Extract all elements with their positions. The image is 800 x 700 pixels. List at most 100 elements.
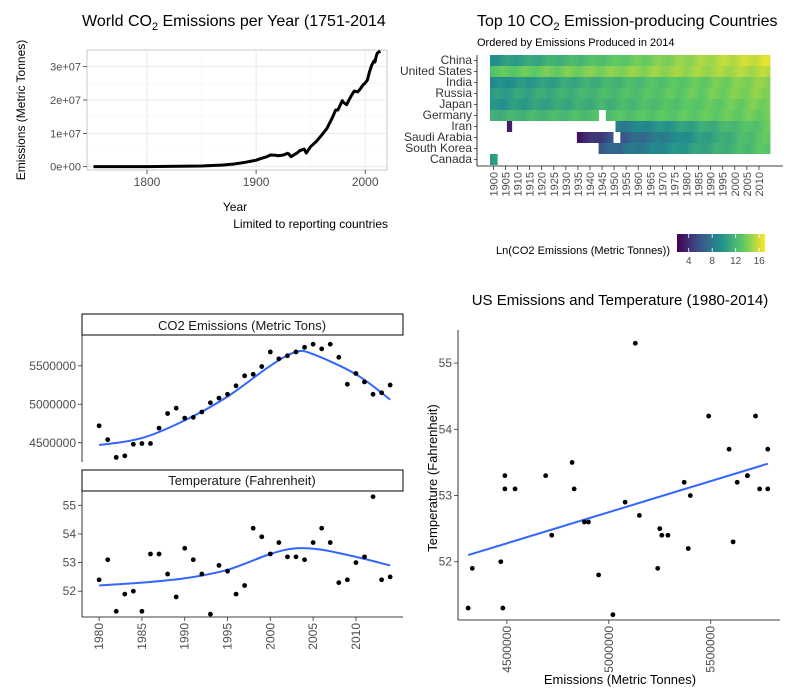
heatmap-cell xyxy=(605,143,609,154)
heatmap-cell xyxy=(750,66,754,77)
heatmap-cell xyxy=(576,110,580,121)
heatmap-cell xyxy=(755,99,759,110)
heatmap-cell xyxy=(617,110,621,121)
heatmap-cell xyxy=(490,99,493,110)
heatmap-cell xyxy=(557,88,561,99)
heatmap-cell xyxy=(598,55,602,66)
us-data-point xyxy=(543,473,549,479)
heatmap-cell xyxy=(695,143,698,154)
heatmap-cell xyxy=(726,88,730,99)
heatmap-cell xyxy=(642,110,645,121)
heatmap-cell xyxy=(591,132,595,143)
heatmap-cell xyxy=(632,66,636,77)
heatmap-cell xyxy=(610,77,614,88)
heatmap-cell xyxy=(593,110,597,121)
heatmap-cell xyxy=(567,55,571,66)
heatmap-cell xyxy=(767,88,771,99)
heatmap-cell xyxy=(704,88,708,99)
heatmap-cell xyxy=(687,110,691,121)
heatmap-cell xyxy=(733,143,737,154)
heatmap-cell xyxy=(716,55,720,66)
heatmap-cell xyxy=(695,66,698,77)
heatmap-cell xyxy=(716,143,720,154)
heatmap-cell xyxy=(741,132,744,143)
heatmap-cell xyxy=(509,110,513,121)
heatmap-cell xyxy=(550,55,554,66)
us-data-point xyxy=(687,493,693,498)
heatmap-cell xyxy=(690,110,694,121)
facet-data-point xyxy=(310,341,316,347)
heatmap-year-tick-label: 1940 xyxy=(585,172,597,196)
heatmap-year-tick-label: 1915 xyxy=(525,172,537,196)
heatmap-cell xyxy=(521,110,525,121)
facet-strip-temp xyxy=(81,469,404,492)
facet-data-point xyxy=(96,423,102,429)
heatmap-cell xyxy=(521,99,525,110)
heatmap-cell xyxy=(748,88,752,99)
heatmap-cell xyxy=(564,99,568,110)
heatmap-cell xyxy=(671,55,674,66)
heatmap-cell xyxy=(721,132,725,143)
world-emissions-chart: World CO2 Emissions per Year (1751-2014 … xyxy=(14,13,388,231)
heatmap-cell xyxy=(663,110,667,121)
heatmap-cell xyxy=(767,110,771,121)
heatmap-country-label: Canada xyxy=(430,152,472,166)
heatmap-cell xyxy=(683,77,686,88)
heatmap-cell xyxy=(704,55,708,66)
heatmap-cell xyxy=(644,132,648,143)
heatmap-cell xyxy=(697,143,701,154)
heatmap-cell xyxy=(728,66,732,77)
heatmap-cell xyxy=(622,121,626,132)
heatmap-cell xyxy=(617,77,621,88)
heatmap-cell xyxy=(692,132,696,143)
heatmap-cell xyxy=(591,77,595,88)
us-y-tick-label: 52 xyxy=(439,555,453,569)
heatmap-cell xyxy=(702,66,706,77)
heatmap-cell xyxy=(719,88,723,99)
heatmap-cell xyxy=(738,132,742,143)
heatmap-cell xyxy=(743,88,747,99)
facet-data-point xyxy=(190,557,196,563)
heatmap-cell xyxy=(658,55,662,66)
heatmap-cell xyxy=(637,121,641,132)
facet-data-point xyxy=(156,425,162,431)
heatmap-cell xyxy=(668,110,672,121)
heatmap-cell xyxy=(673,143,677,154)
heatmap-cell xyxy=(707,66,711,77)
heatmap-cell xyxy=(617,88,621,99)
facet-data-point xyxy=(233,383,239,389)
facet-data-point xyxy=(319,525,325,531)
heatmap-cell xyxy=(601,77,604,88)
us-data-point xyxy=(659,532,665,538)
heatmap-cell xyxy=(753,121,756,132)
heatmap-cell xyxy=(545,88,549,99)
heatmap-cell xyxy=(586,132,590,143)
heatmap-cell xyxy=(538,88,542,99)
heatmap-cell xyxy=(490,110,493,121)
heatmap-cell xyxy=(545,55,549,66)
facet-data-point xyxy=(302,344,307,350)
heatmap-cell xyxy=(494,88,498,99)
heatmap-cell xyxy=(634,66,638,77)
heatmap-cell xyxy=(613,143,616,154)
heatmap-cell xyxy=(656,77,660,88)
heatmap-cell xyxy=(700,88,703,99)
heatmap-cell xyxy=(523,110,527,121)
facet-data-point xyxy=(344,577,350,583)
heatmap-cell xyxy=(555,77,558,88)
heatmap-cell xyxy=(728,55,732,66)
heatmap-cell xyxy=(673,132,677,143)
us-data-point xyxy=(636,512,642,518)
heatmap-cell xyxy=(644,99,648,110)
heatmap-cell xyxy=(743,66,747,77)
heatmap-cell xyxy=(755,55,759,66)
facet-data-point xyxy=(285,353,290,359)
heatmap-cell xyxy=(675,143,679,154)
heatmap-cell xyxy=(608,132,612,143)
heatmap-cell xyxy=(516,88,520,99)
heatmap-year-tick-label: 1980 xyxy=(682,172,694,196)
heatmap-cell xyxy=(591,66,595,77)
heatmap-country-label: Japan xyxy=(439,97,472,111)
heatmap-cell xyxy=(757,55,761,66)
heatmap-cell xyxy=(649,77,653,88)
